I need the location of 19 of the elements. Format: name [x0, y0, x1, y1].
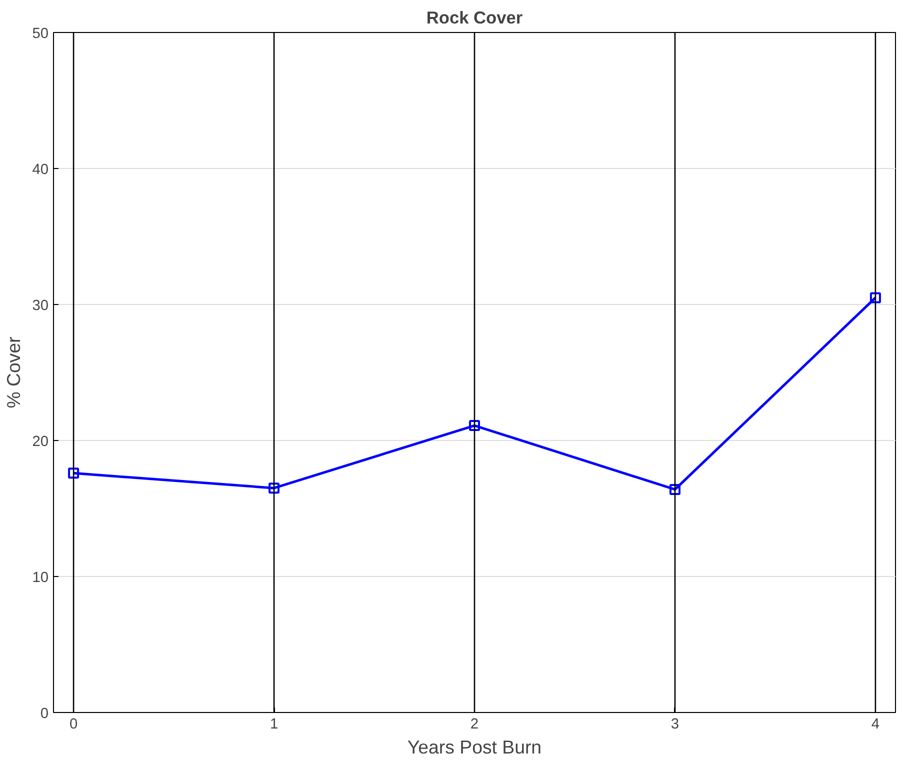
x-tick-label: 1	[270, 716, 278, 732]
y-tick-label: 30	[32, 298, 49, 314]
point	[870, 292, 881, 304]
y-axis-title: % Cover	[3, 336, 24, 408]
point	[669, 484, 680, 495]
point	[268, 482, 280, 494]
y-tick-label: 20	[32, 434, 49, 450]
point	[469, 420, 480, 432]
x-tick-label: 0	[69, 716, 78, 732]
x-tick-label: 3	[670, 716, 680, 732]
x-axis-title: Years Post Burn	[407, 736, 542, 758]
y-tick-label: 0	[40, 706, 49, 722]
x-tick-label: 4	[871, 716, 880, 732]
y-tick-label: 50	[32, 26, 49, 42]
y-tick-label: 40	[32, 162, 49, 178]
y-tick-label: 10	[32, 570, 49, 586]
x-tick-label: 2	[470, 716, 479, 732]
chart-title: Rock Cover	[426, 8, 523, 28]
point	[68, 468, 80, 479]
